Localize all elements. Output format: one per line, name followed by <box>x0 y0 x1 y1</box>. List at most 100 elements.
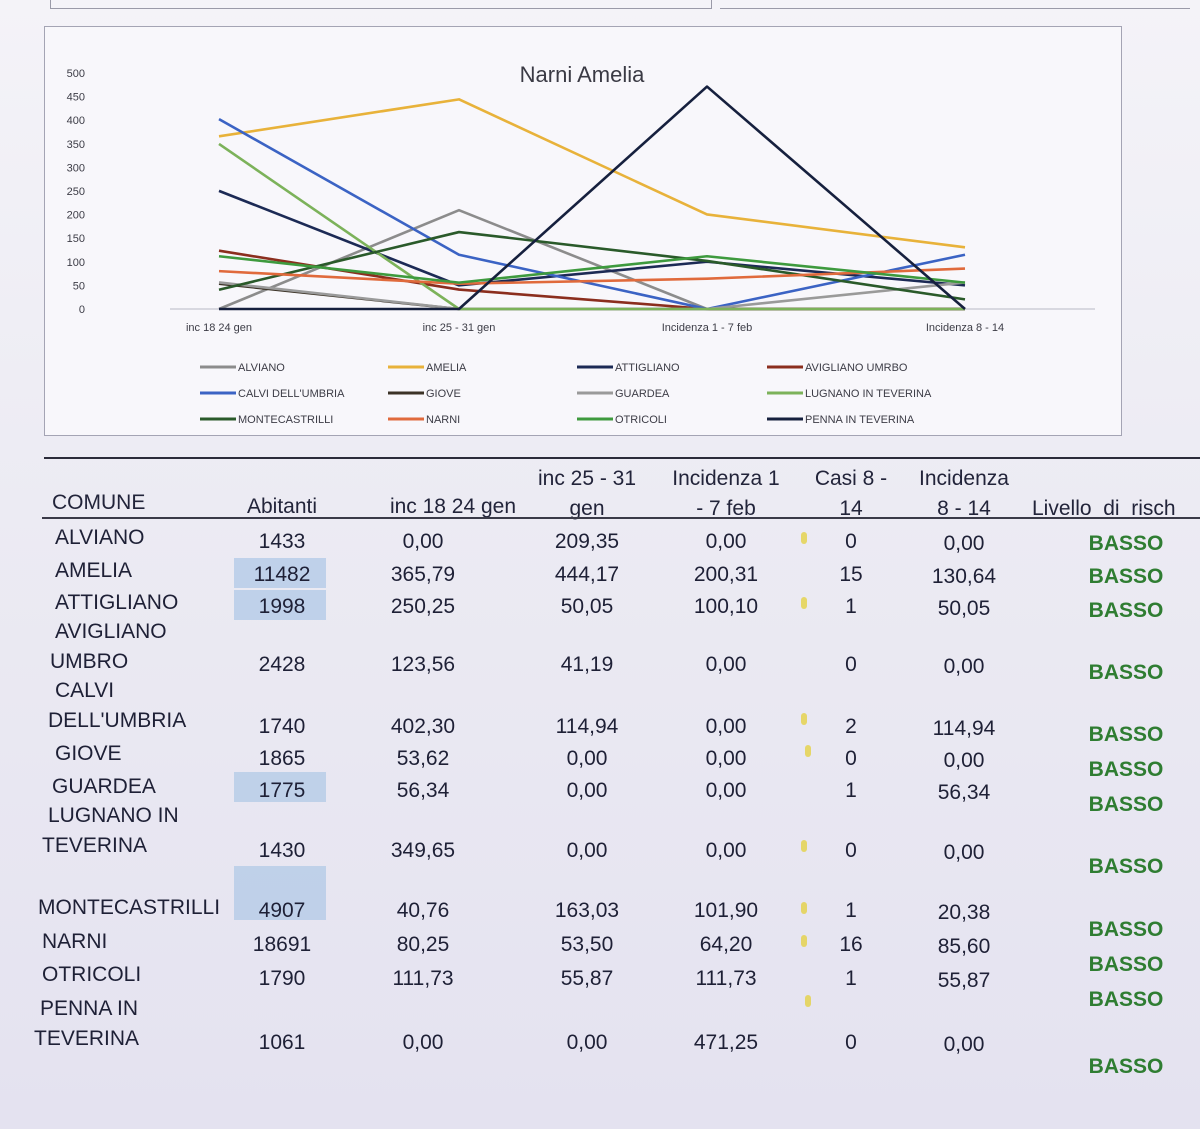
row-incidenza-8-14: 0,00 <box>943 532 985 555</box>
header-incidenza-1-7: Incidenza 1 <box>672 467 780 490</box>
row-livello-badge: BASSO <box>1088 723 1164 746</box>
row-inc-25-31: 209,35 <box>554 530 620 553</box>
series-line-otricoli <box>218 254 966 284</box>
row-incidenza-1-7: 0,00 <box>705 653 747 676</box>
y-tick-label: 250 <box>67 186 85 198</box>
legend-label: ALVIANO <box>238 362 285 374</box>
row-inc-25-31: 163,03 <box>554 899 620 922</box>
row-livello-badge: BASSO <box>1088 793 1164 816</box>
row-casi-8-14: 0 <box>845 1031 857 1054</box>
legend-label: GUARDEA <box>615 388 670 400</box>
row-abitanti: 1740 <box>258 715 306 738</box>
row-inc-25-31: 55,87 <box>560 967 614 990</box>
chart-title: Narni Amelia <box>520 62 645 87</box>
row-incidenza-8-14: 85,60 <box>937 935 991 958</box>
row-incidenza-8-14: 114,94 <box>932 717 996 740</box>
row-incidenza-1-7: 111,73 <box>695 967 757 990</box>
row-livello-badge: BASSO <box>1088 758 1164 781</box>
y-tick-label: 150 <box>67 233 85 245</box>
row-inc-18-24: 0,00 <box>402 1031 444 1054</box>
row-casi-8-14: 1 <box>845 779 857 802</box>
row-livello-badge: BASSO <box>1088 953 1164 976</box>
row-inc-18-24: 123,56 <box>390 653 456 676</box>
row-inc-25-31: 53,50 <box>560 933 614 956</box>
row-abitanti: 4907 <box>258 899 306 922</box>
chart-frame: Narni Amelia 0 50 100 150 200 250 300 350 400 450 5… <box>44 26 1122 436</box>
legend-label: MONTECASTRILLI <box>238 414 333 426</box>
row-comune-name-line2: TEVERINA <box>34 1027 140 1050</box>
highlighter-mark <box>805 745 811 757</box>
row-incidenza-8-14: 0,00 <box>943 749 985 772</box>
row-inc-18-24: 250,25 <box>390 595 456 618</box>
row-casi-8-14: 16 <box>839 933 863 956</box>
series-line-amelia <box>218 98 966 249</box>
header-inc-25-31-line2: gen <box>569 497 605 520</box>
row-inc-25-31: 0,00 <box>566 747 608 770</box>
row-casi-8-14: 1 <box>845 967 857 990</box>
row-comune-name: ATTIGLIANO <box>55 591 179 614</box>
header-incidenza-1-7-line2: - 7 feb <box>696 497 756 520</box>
header-incidenza-8-14-line2: 8 - 14 <box>937 497 991 520</box>
row-inc-18-24: 56,34 <box>396 779 450 802</box>
row-comune-name: PENNA IN <box>40 997 139 1020</box>
series-line-penna-in-teverina <box>219 85 966 311</box>
highlighter-mark <box>801 532 807 544</box>
row-incidenza-1-7: 471,25 <box>693 1031 759 1054</box>
series-line-lugnano-in-teverina <box>218 142 965 311</box>
legend-label: LUGNANO IN TEVERINA <box>805 388 932 400</box>
highlighter-mark <box>801 713 807 725</box>
row-abitanti: 18691 <box>252 933 312 956</box>
previous-section-edge-right <box>720 0 1190 9</box>
x-tick-label: inc 25 - 31 gen <box>423 322 496 334</box>
row-incidenza-8-14: 55,87 <box>937 969 991 992</box>
row-livello-badge: BASSO <box>1088 855 1164 878</box>
legend-label: OTRICOLI <box>615 414 667 426</box>
row-inc-25-31: 0,00 <box>566 839 608 862</box>
row-incidenza-1-7: 0,00 <box>705 715 747 738</box>
x-tick-label: Incidenza 1 - 7 feb <box>662 322 753 334</box>
highlighter-mark <box>801 840 807 852</box>
y-tick-label: 450 <box>67 92 85 104</box>
cell-highlight <box>234 772 326 802</box>
row-incidenza-8-14: 130,64 <box>931 565 997 588</box>
series-line-montecastrilli <box>218 230 966 301</box>
row-livello-badge: BASSO <box>1088 532 1164 555</box>
row-incidenza-8-14: 0,00 <box>943 655 985 678</box>
row-comune-name: OTRICOLI <box>42 963 142 986</box>
row-incidenza-1-7: 0,00 <box>705 747 747 770</box>
row-casi-8-14: 0 <box>845 839 857 862</box>
row-inc-25-31: 114,94 <box>555 715 619 738</box>
header-comune: COMUNE <box>52 491 146 514</box>
row-incidenza-1-7: 200,31 <box>693 563 759 586</box>
row-inc-18-24: 402,30 <box>390 715 456 738</box>
row-abitanti: 1790 <box>258 967 306 990</box>
row-livello-badge: BASSO <box>1088 565 1164 588</box>
legend-label: AVIGLIANO UMRBO <box>805 362 908 374</box>
y-tick-label: 300 <box>67 162 85 174</box>
row-incidenza-1-7: 64,20 <box>699 933 753 956</box>
row-abitanti: 1775 <box>258 779 306 802</box>
row-comune-name-line2: TEVERINA <box>42 834 148 857</box>
series-line-narni <box>218 267 966 286</box>
row-comune-name: GIOVE <box>55 742 122 765</box>
row-incidenza-1-7: 100,10 <box>693 595 759 618</box>
y-tick-label: 350 <box>67 139 85 151</box>
row-inc-18-24: 0,00 <box>402 530 444 553</box>
row-comune-name-line2: UMBRO <box>50 650 129 673</box>
row-inc-25-31: 50,05 <box>560 595 614 618</box>
row-abitanti: 2428 <box>258 653 306 676</box>
y-tick-label: 100 <box>67 257 85 269</box>
row-abitanti: 1998 <box>258 595 306 618</box>
row-abitanti: 1061 <box>258 1031 306 1054</box>
row-inc-18-24: 349,65 <box>390 839 456 862</box>
header-casi-line2: 14 <box>839 497 863 520</box>
header-incidenza-8-14: Incidenza <box>919 467 1009 490</box>
legend-label: PENNA IN TEVERINA <box>805 414 915 426</box>
row-abitanti: 1865 <box>258 747 306 770</box>
row-livello-badge: BASSO <box>1088 599 1164 622</box>
cell-highlight <box>234 866 326 920</box>
row-livello-badge: BASSO <box>1088 661 1164 684</box>
row-comune-name: GUARDEA <box>52 775 156 798</box>
row-abitanti: 11482 <box>253 563 311 586</box>
row-casi-8-14: 0 <box>845 747 857 770</box>
